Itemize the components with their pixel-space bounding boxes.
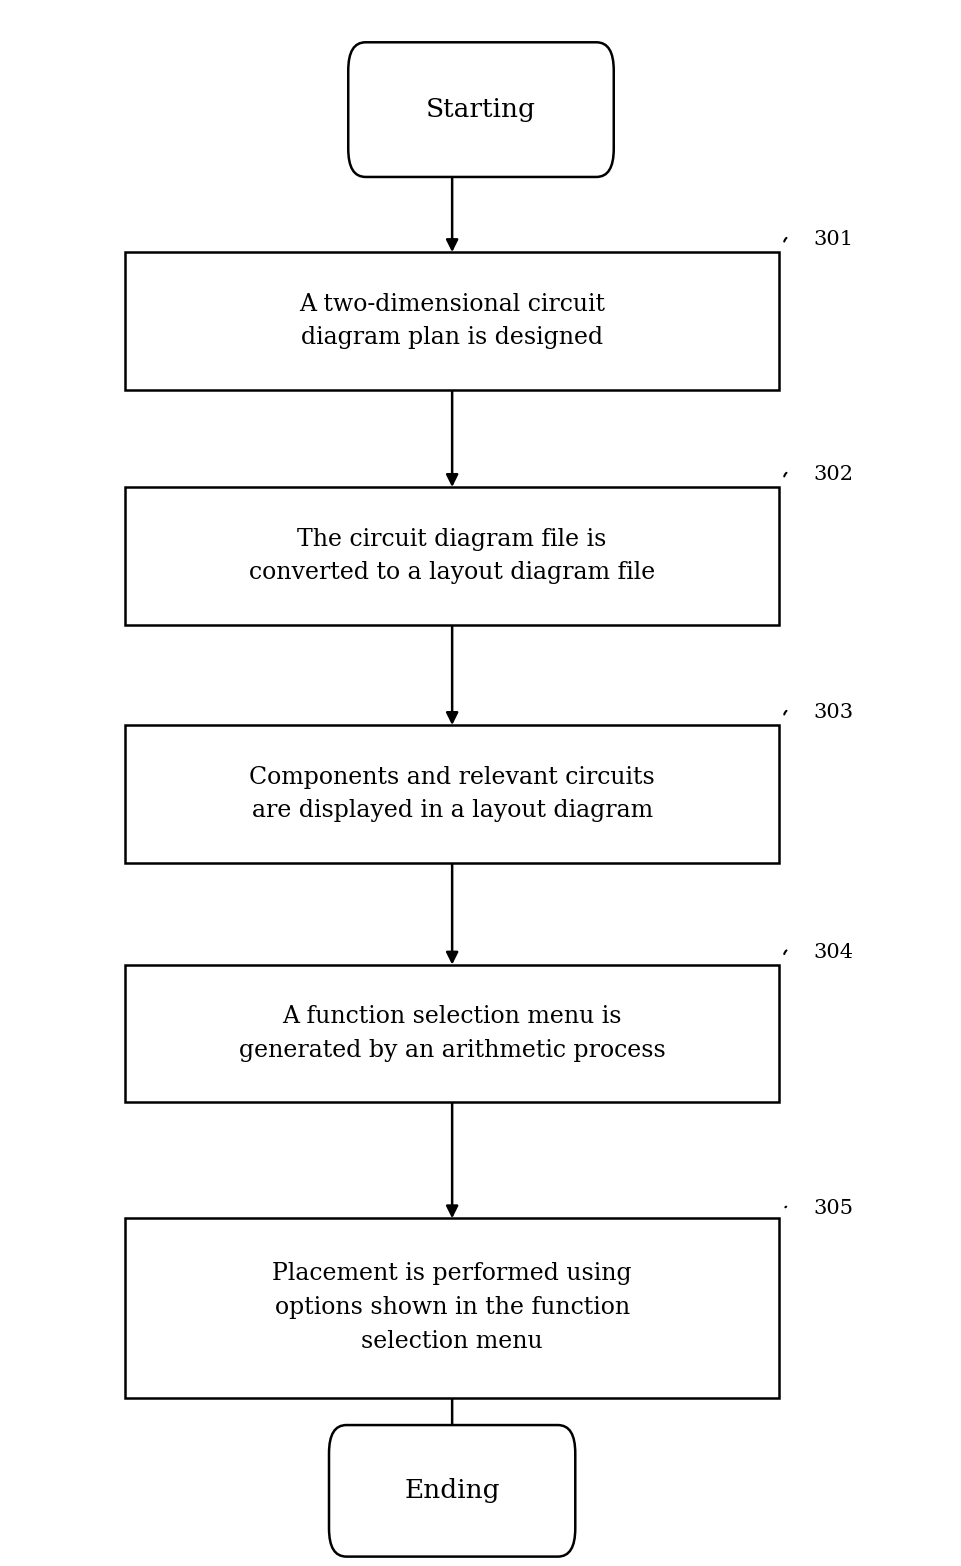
FancyBboxPatch shape <box>329 1425 575 1557</box>
Text: 305: 305 <box>812 1200 852 1218</box>
FancyBboxPatch shape <box>125 487 778 625</box>
Text: A two-dimensional circuit
diagram plan is designed: A two-dimensional circuit diagram plan i… <box>299 293 604 349</box>
FancyBboxPatch shape <box>125 1218 778 1397</box>
Text: The circuit diagram file is
converted to a layout diagram file: The circuit diagram file is converted to… <box>249 528 654 584</box>
Text: 301: 301 <box>812 230 852 249</box>
Text: Ending: Ending <box>404 1478 500 1503</box>
FancyBboxPatch shape <box>125 725 778 863</box>
FancyBboxPatch shape <box>125 252 778 390</box>
FancyBboxPatch shape <box>348 42 613 177</box>
Text: 302: 302 <box>812 465 852 484</box>
Text: Starting: Starting <box>426 97 535 122</box>
FancyBboxPatch shape <box>125 965 778 1102</box>
Text: Components and relevant circuits
are displayed in a layout diagram: Components and relevant circuits are dis… <box>249 766 654 822</box>
Text: A function selection menu is
generated by an arithmetic process: A function selection menu is generated b… <box>238 1005 665 1062</box>
Text: 303: 303 <box>812 703 852 722</box>
Text: Placement is performed using
options shown in the function
selection menu: Placement is performed using options sho… <box>272 1262 631 1353</box>
Text: 304: 304 <box>812 943 852 962</box>
